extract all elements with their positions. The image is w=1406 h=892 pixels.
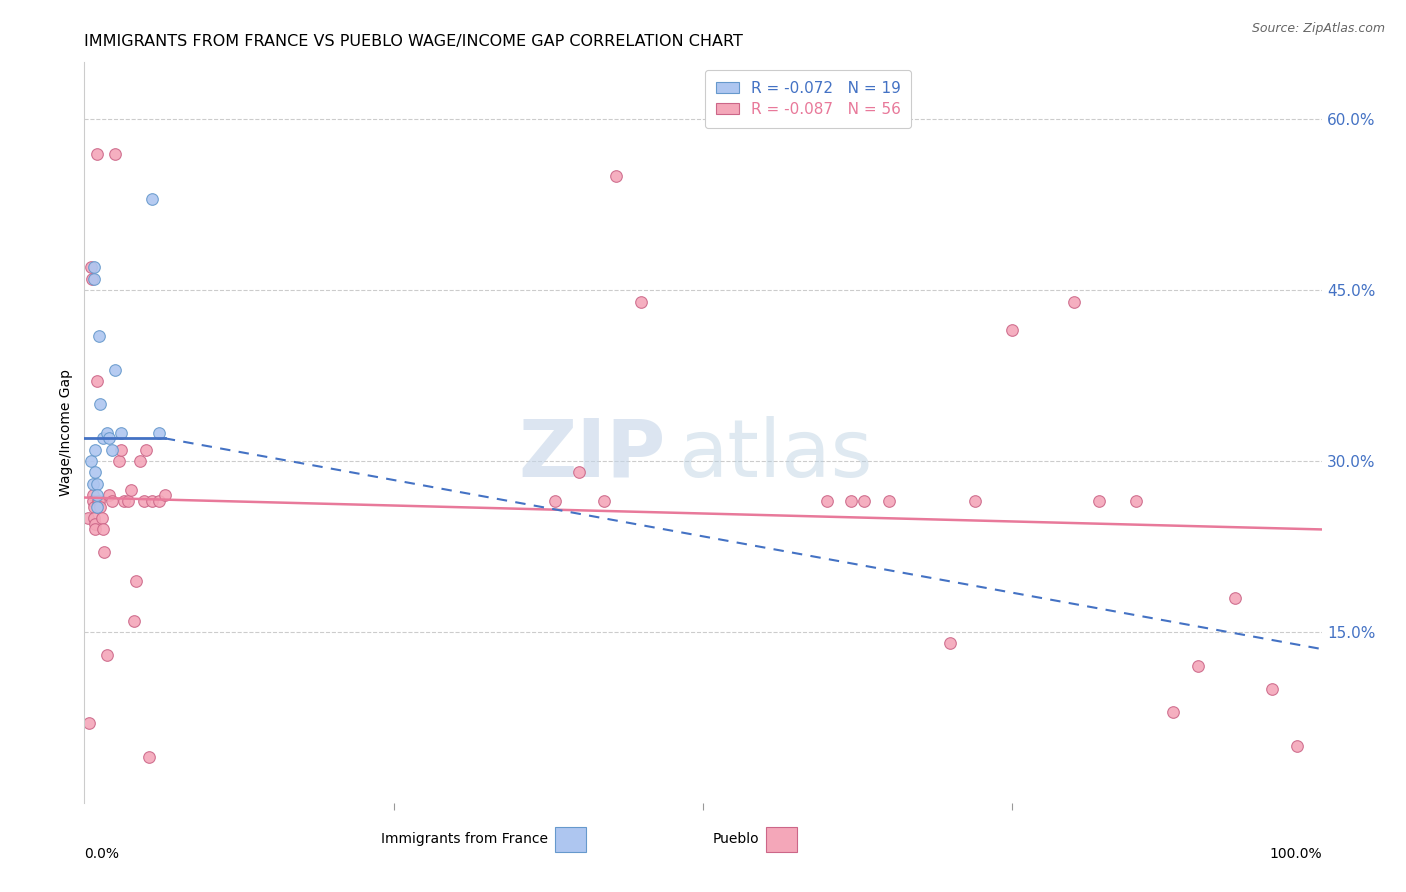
Point [135, 442, 157, 457]
Point [83, 272, 105, 286]
Point [841, 494, 863, 508]
Point [86, 375, 108, 389]
Point [1088, 494, 1111, 508]
Point [120, 483, 142, 497]
Point [96, 425, 118, 440]
Point [939, 636, 962, 650]
Point [90, 511, 112, 525]
Point [104, 363, 127, 377]
Point [117, 494, 139, 508]
Point [125, 574, 148, 588]
Point [79, 454, 101, 468]
Point [86, 476, 108, 491]
Point [77, 511, 100, 525]
Point [568, 466, 591, 480]
Text: Immigrants from France: Immigrants from France [381, 832, 548, 847]
Point [1001, 323, 1024, 337]
Point [89, 397, 111, 411]
Point [1125, 494, 1147, 508]
Point [877, 494, 900, 508]
Text: ZIP: ZIP [519, 416, 666, 494]
Legend: R = -0.072   N = 19, R = -0.087   N = 56: R = -0.072 N = 19, R = -0.087 N = 56 [704, 70, 911, 128]
Point [82, 476, 104, 491]
Point [153, 488, 176, 502]
Point [104, 146, 127, 161]
Point [82, 488, 104, 502]
Point [84, 466, 107, 480]
Point [91, 523, 114, 537]
Point [84, 523, 107, 537]
Point [83, 511, 105, 525]
Point [100, 494, 122, 508]
Point [148, 425, 170, 440]
Point [84, 442, 107, 457]
Point [122, 614, 145, 628]
Point [89, 328, 111, 343]
Point [91, 431, 114, 445]
Point [89, 494, 111, 508]
Point [79, 260, 101, 275]
Point [89, 500, 111, 514]
Point [98, 431, 121, 445]
Point [138, 750, 160, 764]
Text: Source: ZipAtlas.com: Source: ZipAtlas.com [1251, 22, 1385, 36]
Point [87, 494, 110, 508]
Point [1161, 705, 1184, 719]
Text: IMMIGRANTS FROM FRANCE VS PUEBLO WAGE/INCOME GAP CORRELATION CHART: IMMIGRANTS FROM FRANCE VS PUEBLO WAGE/IN… [84, 34, 744, 49]
Point [112, 494, 135, 508]
Point [605, 169, 627, 184]
Point [141, 192, 163, 206]
Point [79, 716, 101, 731]
Y-axis label: Wage/Income Gap: Wage/Income Gap [59, 369, 73, 496]
Text: Pueblo: Pueblo [713, 832, 759, 847]
Text: 100.0%: 100.0% [1270, 847, 1322, 861]
Point [86, 500, 108, 514]
Point [93, 545, 115, 559]
Point [1285, 739, 1308, 753]
Point [965, 494, 987, 508]
Point [86, 146, 108, 161]
Point [141, 494, 163, 508]
Point [543, 494, 565, 508]
Point [96, 648, 118, 662]
Point [98, 488, 121, 502]
Point [593, 494, 616, 508]
Text: atlas: atlas [678, 416, 873, 494]
Point [1187, 659, 1209, 673]
Point [815, 494, 838, 508]
Point [148, 494, 170, 508]
Point [100, 442, 122, 457]
Point [108, 454, 131, 468]
Point [852, 494, 875, 508]
Point [110, 425, 132, 440]
Point [132, 494, 155, 508]
Point [129, 454, 152, 468]
Point [80, 272, 103, 286]
Point [84, 516, 107, 531]
Point [83, 500, 105, 514]
Point [82, 494, 104, 508]
Text: 0.0%: 0.0% [84, 847, 120, 861]
Point [1063, 294, 1085, 309]
Point [630, 294, 652, 309]
Point [1223, 591, 1246, 605]
Point [86, 488, 108, 502]
Point [1261, 681, 1284, 696]
Point [110, 442, 132, 457]
Point [83, 260, 105, 275]
